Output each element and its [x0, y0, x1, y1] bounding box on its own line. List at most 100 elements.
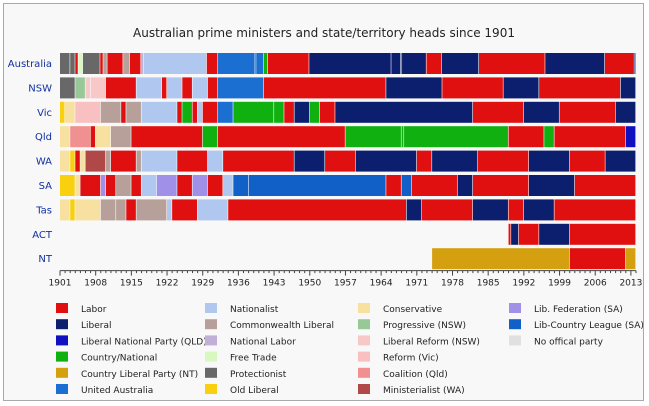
x-tick-label: 1915: [120, 279, 143, 289]
segment-tas-13: [472, 199, 508, 221]
segment-sa-13: [233, 175, 249, 196]
segment-australia-13: [218, 53, 255, 74]
legend-label-progressive: Progressive (NSW): [383, 321, 466, 331]
legend-swatch-ministerialist: [358, 384, 370, 394]
segment-qld-7: [218, 126, 345, 148]
segment-vic-12: [218, 101, 233, 123]
legend-label-libreform: Liberal Reform (NSW): [383, 337, 480, 347]
legend-label-ministerialist: Ministerialist (WA): [383, 386, 465, 396]
segment-sa-20: [528, 175, 575, 196]
segment-vic-18: [319, 101, 335, 123]
segment-australia-1: [70, 53, 75, 74]
segment-wa-1: [70, 150, 75, 172]
legend-label-clp: Country Liberal Party (NT): [81, 370, 198, 380]
legend: Labor Liberal Liberal National Party (QLD)…: [56, 303, 644, 396]
segment-nsw-10: [207, 77, 218, 99]
segment-australia-12: [206, 53, 218, 74]
segment-wa-0: [60, 150, 70, 172]
legend-label-freetrade: Free Trade: [230, 354, 277, 364]
segment-sa-5: [116, 175, 131, 196]
segment-act-1: [511, 223, 519, 245]
segment-qld-13: [554, 126, 626, 148]
segment-qld-1: [70, 126, 90, 148]
segment-tas-8: [172, 199, 198, 221]
segment-australia-5: [100, 53, 103, 74]
segment-wa-16: [432, 150, 478, 172]
row-label-australia: Australia: [8, 59, 52, 70]
segment-australia-26: [604, 53, 634, 74]
segment-vic-20: [472, 101, 524, 123]
segment-wa-11: [223, 150, 294, 172]
segment-tas-15: [523, 199, 554, 221]
segment-act-3: [539, 223, 570, 245]
segment-australia-20: [401, 53, 402, 74]
chart-frame: Australian prime ministers and state/ter…: [3, 3, 644, 401]
legend-swatch-lcl: [509, 319, 521, 330]
x-tick-label: 1992: [512, 279, 535, 289]
segment-tas-10: [228, 199, 407, 221]
legend-label-noparty: No offical party: [534, 337, 604, 347]
segment-qld-0: [60, 126, 70, 148]
segment-australia-0: [60, 53, 70, 74]
segment-qld-12: [544, 126, 554, 148]
segment-vic-11: [202, 101, 218, 123]
segment-tas-6: [136, 199, 167, 221]
x-tick-label: 1957: [334, 279, 357, 289]
x-tick-label: 2006: [584, 279, 607, 289]
legend-label-natlabor: National Labor: [230, 337, 296, 347]
segment-qld-14: [625, 126, 636, 148]
segment-australia-15: [256, 53, 264, 74]
segment-sa-21: [574, 175, 636, 196]
segment-qld-8: [345, 126, 401, 148]
segment-wa-19: [569, 150, 605, 172]
segment-nsw-0: [60, 77, 75, 99]
legend-swatch-reformvic: [358, 351, 370, 362]
row-label-nt: NT: [38, 254, 52, 265]
legend-swatch-conservative: [358, 303, 370, 313]
segment-nt-1: [569, 248, 626, 270]
x-tick-label: 1936: [227, 279, 250, 289]
segment-sa-6: [131, 175, 141, 196]
segment-sa-16: [401, 175, 412, 196]
segment-sa-17: [411, 175, 457, 196]
segment-nsw-8: [182, 77, 192, 99]
segment-nsw-13: [386, 77, 442, 99]
segment-sa-2: [80, 175, 101, 196]
segment-australia-22: [426, 53, 442, 74]
legend-label-cwlib: Commonwealth Liberal: [230, 321, 334, 331]
segment-wa-6: [110, 150, 136, 172]
legend-swatch-cwlib: [205, 319, 217, 330]
segment-qld-4: [110, 126, 131, 148]
timeline-rows: Australia NSW Vic Qld WA SA Tas ACT NT: [8, 53, 636, 270]
segment-vic-1: [65, 101, 75, 123]
segment-nsw-3: [90, 77, 106, 99]
segment-wa-17: [477, 150, 529, 172]
segment-australia-23: [441, 53, 479, 74]
x-tick-label: 1964: [370, 279, 393, 289]
segment-sa-3: [100, 175, 106, 196]
legend-label-reformvic: Reform (Vic): [383, 354, 439, 364]
segment-australia-27: [634, 53, 636, 74]
segment-act-2: [518, 223, 539, 245]
segment-nsw-9: [192, 77, 208, 99]
segment-vic-2: [75, 101, 101, 123]
segment-nsw-5: [136, 77, 162, 99]
segment-qld-3: [95, 126, 111, 148]
segment-wa-12: [294, 150, 325, 172]
segment-australia-24: [479, 53, 545, 74]
x-tick-label: 1943: [263, 279, 286, 289]
segment-vic-22: [559, 101, 616, 123]
row-label-nsw: NSW: [28, 83, 52, 94]
segment-vic-3: [100, 101, 121, 123]
segment-vic-21: [523, 101, 559, 123]
segment-tas-16: [554, 199, 636, 221]
x-tick-label: 1908: [84, 279, 107, 289]
segment-australia-11: [143, 53, 207, 74]
segment-qld-6: [202, 126, 218, 148]
segment-australia-25: [545, 53, 605, 74]
segment-nsw-6: [161, 77, 167, 99]
segment-qld-2: [90, 126, 96, 148]
legend-swatch-lnp: [56, 335, 68, 346]
segment-australia-9: [129, 53, 141, 74]
segment-wa-13: [325, 150, 356, 172]
